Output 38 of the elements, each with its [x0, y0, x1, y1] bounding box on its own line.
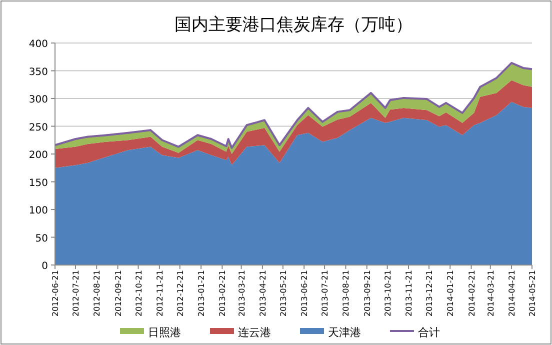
y-tick-label: 200 [28, 150, 48, 161]
x-tick-label: 2013-08-21 [342, 270, 351, 316]
x-tick-label: 2013-03-21 [237, 270, 246, 316]
x-tick-label: 2013-11-21 [404, 270, 414, 316]
x-tick-label: 2013-07-21 [320, 270, 330, 316]
x-tick-label: 2012-08-21 [92, 270, 102, 316]
y-tick-label: 0 [42, 261, 48, 272]
y-tick-label: 50 [35, 233, 48, 244]
legend-label: 日照港 [148, 326, 181, 339]
legend-label: 合计 [418, 326, 440, 339]
x-tick-label: 2012-10-21 [134, 270, 144, 316]
chart-title: 国内主要港口焦炭库存（万吨） [174, 15, 412, 35]
y-tick-label: 400 [28, 39, 48, 50]
x-tick-label: 2012-11-21 [155, 270, 164, 316]
x-tick-label: 2012-06-21 [51, 270, 60, 316]
x-tick-label: 2014-01-21 [446, 270, 456, 316]
x-tick-label: 2014-05-21 [528, 270, 537, 316]
y-tick-label: 150 [28, 178, 48, 189]
x-tick-label: 2014-04-21 [508, 270, 517, 316]
x-tick-label: 2012-07-21 [71, 270, 80, 316]
x-tick-label: 2013-01-21 [197, 270, 206, 316]
x-tick-label: 2013-12-21 [424, 270, 434, 316]
x-tick-label: 2014-02-21 [467, 270, 476, 316]
legend-label: 连云港 [238, 326, 271, 339]
x-tick-label: 2013-10-21 [383, 270, 392, 316]
x-tick-label: 2013-04-21 [258, 270, 268, 316]
y-tick-label: 350 [28, 66, 48, 78]
x-tick-label: 2013-06-21 [300, 270, 310, 316]
x-tick-label: 2013-09-21 [362, 270, 372, 316]
x-tick-label: 2014-03-21 [486, 270, 496, 316]
y-tick-label: 250 [28, 122, 48, 134]
x-tick-label: 2012-09-21 [114, 270, 123, 316]
legend-label: 天津港 [328, 326, 361, 339]
x-tick-label: 2012-12-21 [176, 270, 185, 316]
x-tick-label: 2013-02-21 [218, 270, 228, 316]
y-tick-label: 100 [28, 206, 48, 216]
x-tick-label: 2013-05-21 [278, 270, 288, 316]
y-tick-label: 300 [28, 94, 48, 106]
